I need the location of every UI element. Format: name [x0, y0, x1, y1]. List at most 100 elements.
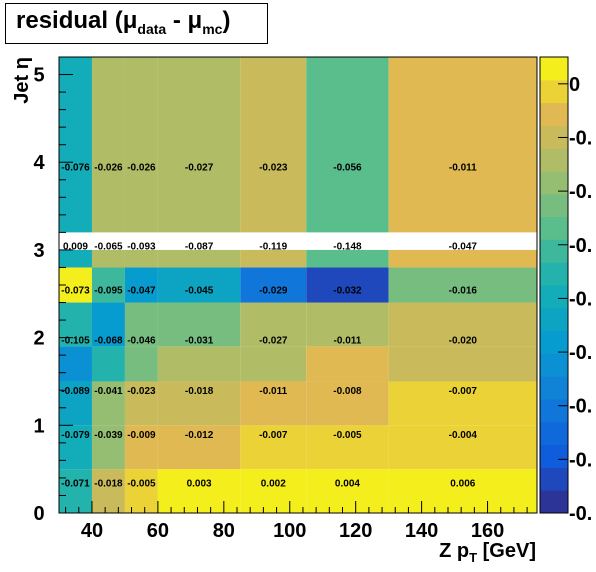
cell-label: -0.095	[94, 285, 123, 296]
palette-tick-label: -0.	[569, 449, 592, 471]
heatmap-cell	[124, 469, 158, 513]
heatmap-cell	[91, 57, 125, 233]
heatmap-cell	[157, 57, 241, 233]
heatmap-cell	[59, 469, 92, 513]
chart-title: residual (μdata - μmc)	[16, 7, 231, 37]
heatmap-cell	[240, 425, 307, 470]
cell-label: -0.011	[449, 163, 477, 174]
heatmap-cell	[124, 346, 158, 382]
heatmap-cell	[240, 302, 307, 347]
x-axis-label: Z pT [GeV]	[439, 540, 536, 565]
heatmap-cell	[157, 469, 241, 513]
cell-label: -0.023	[259, 163, 288, 174]
cell-label: -0.016	[449, 285, 478, 296]
cell-label: 0.004	[335, 478, 360, 489]
heatmap-cell	[157, 381, 241, 426]
palette-swatch	[540, 467, 568, 491]
palette-swatch	[540, 376, 568, 400]
palette-swatch	[540, 171, 568, 195]
y-tick-label: 0	[33, 503, 44, 525]
cell-label: -0.029	[259, 285, 288, 296]
palette-swatch	[540, 285, 568, 309]
palette-swatch	[540, 102, 568, 126]
cell-label: -0.065	[94, 242, 123, 253]
palette-swatch	[540, 193, 568, 218]
heatmap-cell	[240, 267, 307, 303]
heatmap-cell	[388, 469, 537, 513]
cell-label: -0.026	[94, 163, 123, 174]
palette-tick-label: 0	[569, 74, 580, 96]
heatmap-cell	[124, 249, 158, 268]
cell-label: -0.148	[333, 242, 362, 253]
heatmap-cell	[157, 267, 241, 303]
heatmap-cell	[91, 425, 125, 470]
cell-label: -0.076	[61, 163, 90, 174]
cell-label: -0.068	[94, 335, 123, 346]
cell-label: -0.005	[127, 478, 156, 489]
cell-label: -0.039	[94, 430, 123, 441]
palette-tick-label: -0.	[569, 342, 592, 364]
palette-swatch	[540, 79, 568, 104]
cell-label: -0.023	[127, 386, 156, 397]
heatmap-cell	[124, 267, 158, 303]
cell-label: -0.041	[94, 386, 123, 397]
palette-tick-label: -0.	[569, 503, 592, 525]
cell-label: 0.006	[450, 478, 475, 489]
cell-label: -0.079	[61, 430, 90, 441]
cell-label: 0.003	[187, 478, 212, 489]
cell-label: -0.073	[61, 285, 90, 296]
heatmap-cell	[124, 302, 158, 347]
palette-tick-label: -0.	[569, 127, 592, 149]
x-tick-label: 120	[339, 520, 372, 542]
heatmap-cell	[91, 346, 125, 382]
palette-swatch	[540, 330, 568, 354]
heatmap-cell	[59, 249, 92, 268]
heatmap-cell	[306, 381, 389, 426]
palette-frame	[539, 56, 569, 514]
cell-label: -0.047	[127, 285, 156, 296]
palette-swatch	[540, 262, 568, 286]
cell-label: -0.009	[127, 430, 156, 441]
cell-label: -0.027	[185, 163, 214, 174]
heatmap-cell	[240, 249, 307, 268]
chart-title-box: residual (μdata - μmc)	[5, 3, 268, 44]
cell-label: -0.012	[185, 430, 214, 441]
palette-swatch	[540, 490, 568, 514]
palette-tick-label: -0.	[569, 181, 592, 203]
y-tick-label: 5	[33, 65, 44, 87]
heatmap-cell	[91, 302, 125, 347]
palette-tick-label: -0.	[569, 288, 592, 310]
heatmap-cell	[388, 267, 537, 303]
cell-label: -0.087	[185, 242, 214, 253]
heatmap-cell	[91, 249, 125, 268]
heatmap-cell	[306, 469, 389, 513]
heatmap-cell	[91, 469, 125, 513]
heatmap-cell	[157, 302, 241, 347]
y-tick-label: 4	[33, 152, 45, 174]
heatmap-cell	[59, 302, 92, 347]
y-tick-label: 3	[33, 240, 44, 262]
cell-label: -0.093	[127, 242, 156, 253]
heatmap-cell	[306, 425, 389, 470]
heatmap-cell	[124, 425, 158, 470]
heatmap-cell	[240, 469, 307, 513]
cell-label: -0.008	[333, 386, 362, 397]
palette-swatch	[540, 216, 568, 240]
palette-swatch	[540, 125, 568, 149]
cell-label: 0.009	[63, 242, 88, 253]
cell-label: -0.018	[185, 386, 214, 397]
cell-label: -0.032	[333, 285, 362, 296]
cell-label: -0.047	[449, 242, 478, 253]
cell-label: -0.011	[334, 335, 362, 346]
heatmap-cell	[157, 425, 241, 470]
cell-label: -0.026	[127, 163, 156, 174]
x-tick-label: 100	[273, 520, 306, 542]
heatmap-cell	[306, 267, 389, 303]
cell-label: -0.020	[449, 335, 478, 346]
heatmap-cell	[306, 346, 389, 382]
cell-label: -0.105	[61, 335, 90, 346]
y-axis-label: Jet η	[11, 57, 33, 104]
palette-swatch	[540, 399, 568, 423]
cell-label: -0.056	[333, 163, 362, 174]
